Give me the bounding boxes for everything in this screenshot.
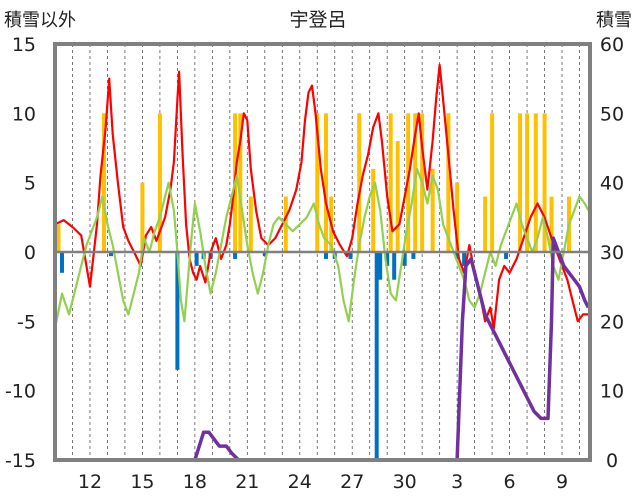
- x-tick-label: 6: [504, 471, 516, 493]
- line-series: [53, 63, 590, 462]
- x-tick-label: 30: [393, 471, 417, 493]
- left-tick-label: 15: [12, 34, 36, 56]
- x-tick-label: 15: [130, 471, 154, 493]
- bar: [315, 113, 320, 252]
- bar: [402, 252, 407, 266]
- bar: [549, 196, 554, 252]
- x-tick-label: 3: [451, 471, 463, 493]
- bar: [323, 113, 328, 252]
- left-tick-label: 5: [24, 173, 36, 195]
- bar: [525, 113, 530, 252]
- bar: [140, 182, 145, 252]
- bar: [411, 252, 416, 259]
- right-tick-label: 20: [600, 311, 624, 333]
- bar: [371, 168, 376, 252]
- series-line: [55, 236, 590, 462]
- left-tick-label: -10: [5, 381, 36, 403]
- bar-series: [56, 113, 572, 460]
- bar: [518, 113, 523, 252]
- bar: [194, 252, 199, 266]
- right-tick-label: 60: [600, 34, 624, 56]
- bar: [348, 252, 353, 259]
- bar: [392, 252, 397, 280]
- left-tick-label: 10: [12, 103, 36, 125]
- bar: [157, 113, 162, 252]
- left-tick-label: -5: [17, 311, 36, 333]
- bar: [374, 252, 379, 460]
- bar: [238, 113, 243, 252]
- bar: [388, 113, 393, 252]
- bar: [455, 252, 460, 259]
- bar: [323, 252, 328, 259]
- right-tick-label: 10: [600, 381, 624, 403]
- left-axis-label: 積雪以外: [4, 10, 76, 31]
- bar: [59, 252, 64, 273]
- right-tick-label: 50: [600, 103, 624, 125]
- x-tick-label: 27: [340, 471, 364, 493]
- bar: [395, 141, 400, 252]
- x-tick-label: 9: [556, 471, 568, 493]
- bar: [385, 252, 390, 266]
- bar: [56, 224, 61, 252]
- bar: [462, 252, 467, 266]
- bar: [455, 182, 460, 252]
- bar: [483, 196, 488, 252]
- right-tick-label: 40: [600, 173, 624, 195]
- bar: [175, 252, 180, 370]
- right-axis-label: 積雪: [596, 10, 632, 31]
- series-line: [54, 63, 589, 330]
- bar: [490, 113, 495, 252]
- bar: [533, 113, 538, 252]
- bar: [262, 252, 267, 257]
- series-line: [53, 167, 590, 329]
- x-tick-label: 18: [183, 471, 207, 493]
- plot-frame: [53, 42, 592, 462]
- x-tick-label: 24: [288, 471, 312, 493]
- bar: [430, 168, 435, 252]
- left-tick-label: -15: [5, 450, 36, 472]
- bar: [357, 113, 362, 252]
- bar: [378, 252, 383, 280]
- bar: [108, 252, 113, 257]
- right-tick-label: 0: [606, 450, 618, 472]
- bar: [446, 113, 451, 252]
- right-tick-label: 30: [600, 242, 624, 264]
- bar: [248, 196, 253, 252]
- x-tick-label: 21: [235, 471, 259, 493]
- bar: [101, 113, 106, 252]
- bar: [233, 252, 238, 259]
- bar: [504, 252, 509, 259]
- x-tick-label: 12: [78, 471, 102, 493]
- bar: [542, 113, 547, 252]
- chart-title: 宇登呂: [289, 9, 346, 31]
- left-tick-label: 0: [24, 242, 36, 264]
